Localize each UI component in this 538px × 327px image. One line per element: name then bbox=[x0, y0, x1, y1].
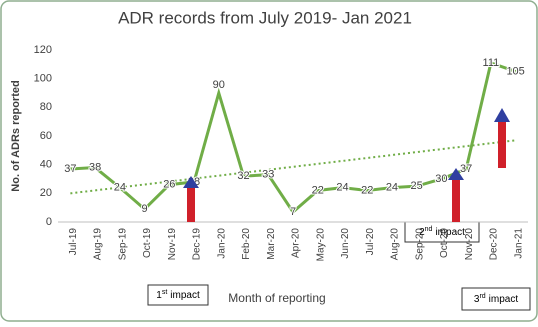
data-label: 9 bbox=[142, 203, 148, 215]
x-tick-label: Apr-20 bbox=[291, 228, 302, 258]
x-tick-label: Nov-20 bbox=[464, 228, 475, 261]
arrow-shaft bbox=[187, 186, 195, 222]
x-tick-label: Dec-20 bbox=[489, 228, 500, 261]
arrow-head bbox=[448, 168, 464, 180]
x-tick-label: Aug-20 bbox=[390, 228, 401, 261]
y-tick-label: 60 bbox=[40, 130, 52, 142]
data-label: 90 bbox=[213, 79, 225, 91]
chart-title: ADR records from July 2019- Jan 2021 bbox=[118, 8, 412, 27]
y-axis-label: No. of ADRs reported bbox=[10, 80, 22, 191]
data-label: 25 bbox=[411, 180, 423, 192]
data-label: 105 bbox=[506, 65, 524, 77]
annotation-text: impact bbox=[489, 294, 519, 305]
x-tick-label: Oct-19 bbox=[142, 228, 153, 258]
arrows bbox=[183, 108, 510, 222]
x-tick-label: Feb-20 bbox=[241, 228, 252, 260]
data-label: 22 bbox=[361, 184, 373, 196]
y-tick-label: 120 bbox=[34, 44, 52, 56]
annotation-text: impact bbox=[435, 227, 465, 238]
annotation: 3rd impact bbox=[474, 293, 518, 305]
x-tick-label: Jul-19 bbox=[68, 228, 79, 256]
x-tick-label: Jun-20 bbox=[340, 228, 351, 259]
y-tick-label: 100 bbox=[34, 73, 52, 85]
x-tick-label: Jan-21 bbox=[513, 228, 524, 259]
data-line bbox=[70, 60, 517, 215]
annotation-box bbox=[461, 287, 531, 311]
data-label: 26 bbox=[163, 179, 175, 191]
arrow-shaft bbox=[452, 178, 460, 222]
data-label: 32 bbox=[237, 170, 249, 182]
data-label: 24 bbox=[386, 182, 398, 194]
data-label: 38 bbox=[89, 161, 101, 173]
x-tick-label: Oct-20 bbox=[439, 228, 450, 258]
annotation-suffix: nd bbox=[425, 226, 433, 233]
x-tick-label: Jan-20 bbox=[216, 228, 227, 259]
arrow-shaft bbox=[498, 120, 506, 168]
annotation-suffix: st bbox=[162, 289, 168, 296]
data-label: 24 bbox=[336, 182, 348, 194]
annotation-number: 3 bbox=[474, 294, 480, 305]
arrow-head bbox=[494, 108, 510, 122]
x-tick-label: Sep-19 bbox=[117, 228, 128, 261]
data-label: 33 bbox=[262, 169, 274, 181]
x-tick-label: Dec-19 bbox=[192, 228, 203, 261]
x-tick-label: Mar-20 bbox=[266, 228, 277, 260]
y-tick-label: 40 bbox=[40, 159, 52, 171]
y-tick-label: 80 bbox=[40, 101, 52, 113]
x-tick-label: Jul-20 bbox=[365, 228, 376, 256]
x-tick-label: May-20 bbox=[315, 228, 326, 262]
annotation: 2nd impact bbox=[419, 226, 465, 238]
x-tick-label: Sep-20 bbox=[414, 228, 425, 261]
x-axis-label: Month of reporting bbox=[228, 291, 325, 305]
data-label: 7 bbox=[290, 206, 296, 218]
annotation-number: 2 bbox=[419, 227, 425, 238]
annotation-number: 1 bbox=[156, 290, 162, 301]
data-label: 24 bbox=[114, 182, 126, 194]
y-tick-label: 0 bbox=[46, 216, 52, 228]
data-label: 30 bbox=[435, 173, 447, 185]
arrow-head bbox=[183, 176, 199, 188]
data-label: 111 bbox=[483, 57, 500, 69]
annotation-text: impact bbox=[170, 290, 200, 301]
x-tick-label: Aug-19 bbox=[93, 228, 104, 261]
annotation: 1st impact bbox=[156, 289, 200, 301]
data-label: 22 bbox=[312, 184, 324, 196]
data-label: 37 bbox=[64, 163, 76, 175]
annotation-box bbox=[147, 284, 209, 306]
data-label: 37 bbox=[460, 163, 472, 175]
x-tick-label: Nov-19 bbox=[167, 228, 178, 261]
y-tick-label: 20 bbox=[40, 187, 52, 199]
annotation-suffix: rd bbox=[479, 293, 485, 300]
